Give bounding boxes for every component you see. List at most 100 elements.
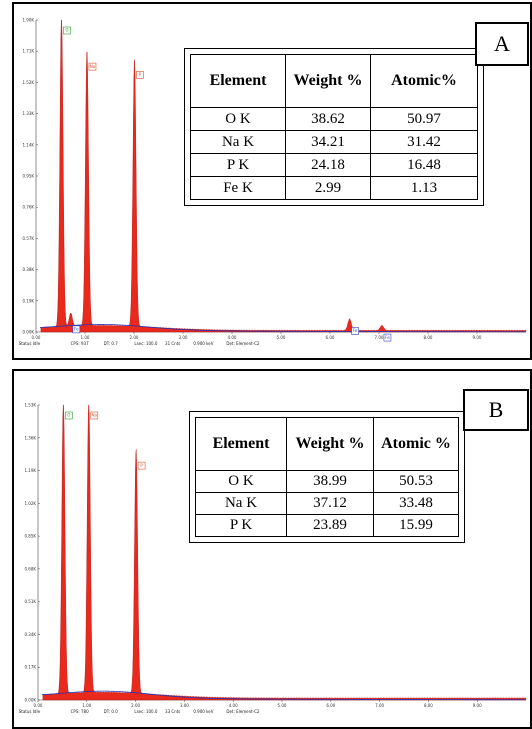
x-tick-label: 9.00 — [473, 703, 482, 708]
y-tick-label: 0.17K — [24, 665, 36, 670]
y-tick-label: 1.14K — [22, 142, 34, 147]
y-tick-label: 0.76K — [22, 205, 34, 210]
plot-area-b: 0.00K 0.17K 0.34K 0.51K 0.68K 0.85K 1.02K 1.19K… — [14, 371, 530, 727]
status-item: Det: Element-C2 — [226, 341, 260, 346]
peak-label: O — [65, 28, 68, 33]
status-item: Lsec: 100.0 — [134, 709, 157, 714]
peak-label: P — [140, 463, 143, 468]
peak-marker — [72, 325, 81, 334]
composition-table-b: Element Weight % Atomic % O K 38.99 50.5… — [189, 411, 465, 543]
x-tick-label: 6.00 — [326, 335, 335, 340]
table-header-element: Element — [195, 417, 287, 471]
table-cell: 33.48 — [373, 492, 459, 515]
status-item: DT: 0.7 — [104, 341, 119, 346]
peak-marker — [137, 461, 146, 470]
y-tick-label: 0.19K — [22, 298, 34, 303]
y-tick-label: 1.33K — [22, 111, 34, 116]
peak-marker — [65, 411, 73, 420]
table-row: Na K 37.12 33.48 — [195, 492, 459, 515]
x-tick-label: 7.00 — [375, 703, 384, 708]
background-fit-line — [39, 324, 526, 333]
plot-area-a: 0.00K 0.19K 0.38K 0.57K 0.76K 0.95K 1.14K 1.33K… — [14, 4, 530, 358]
table-row: Fe K 2.99 1.13 — [190, 176, 478, 200]
table-cell: 16.48 — [370, 153, 478, 177]
peak-marker — [88, 62, 97, 71]
x-tick-label: 4.00 — [229, 703, 238, 708]
table-cell: 34.21 — [285, 130, 371, 154]
table-row: P K 23.89 15.99 — [195, 514, 459, 537]
x-tick-label: 0.00 — [34, 703, 43, 708]
y-tick-label: 0.00K — [22, 330, 34, 335]
y-tick-label: 0.00K — [24, 698, 36, 703]
status-item: CPS: 780 — [71, 709, 89, 714]
table-cell: 23.89 — [286, 514, 374, 537]
composition-table-a: Element Weight % Atomic% O K 38.62 50.97… — [184, 48, 484, 206]
table-cell: 31.42 — [370, 130, 478, 154]
y-tick-label: 1.36K — [24, 435, 36, 440]
status-item: Status Idle — [19, 709, 41, 714]
status-item: Det: Element-C2 — [226, 709, 260, 714]
table-cell: 1.13 — [370, 176, 478, 200]
table-header-weight: Weight % — [285, 54, 371, 108]
status-item: DT: 0.0 — [104, 709, 119, 714]
x-tick-label: 3.00 — [180, 703, 189, 708]
table-cell: 37.12 — [286, 492, 374, 515]
y-tick-label: 0.34K — [24, 632, 36, 637]
table-cell: P K — [195, 514, 287, 537]
table-row: O K 38.62 50.97 — [190, 107, 478, 131]
peak-label: Na — [90, 64, 96, 69]
table-cell: Na K — [195, 492, 287, 515]
table-header-element: Element — [190, 54, 286, 108]
table-cell: Na K — [190, 130, 286, 154]
table-header-weight: Weight % — [286, 417, 374, 471]
y-tick-label: 1.02K — [24, 501, 36, 506]
y-tick-label: 1.71K — [22, 49, 34, 54]
panel-label-b: B — [463, 389, 529, 431]
peak-label: Fe — [353, 328, 358, 333]
status-item: 0.900 keV — [193, 709, 213, 714]
table-header-atomic: Atomic % — [373, 417, 459, 471]
peak-label: P — [139, 72, 142, 77]
peak-label: Fe — [385, 335, 390, 340]
status-item: 31 Cnts — [165, 341, 180, 346]
x-tick-label: 7.00 — [375, 335, 384, 340]
peak-marker — [63, 26, 71, 35]
table-cell: 24.18 — [285, 153, 371, 177]
table-header-atomic: Atomic% — [370, 54, 478, 108]
spectrum-chart-b: 0.00K 0.17K 0.34K 0.51K 0.68K 0.85K 1.02K 1.19K… — [19, 403, 527, 714]
x-tick-label: 8.00 — [424, 335, 433, 340]
y-tick-label: 0.57K — [22, 236, 34, 241]
y-tick-label: 1.90K — [22, 18, 34, 23]
table-cell: Fe K — [190, 176, 286, 200]
table-cell: 38.99 — [286, 470, 374, 493]
x-tick-label: 8.00 — [424, 703, 433, 708]
status-item: CPS: 937 — [71, 341, 89, 346]
peak-marker — [136, 71, 144, 79]
table-cell: 50.97 — [370, 107, 478, 131]
table-row: P K 24.18 16.48 — [190, 153, 478, 177]
table-cell: 38.62 — [285, 107, 371, 131]
status-item: Lsec: 100.0 — [134, 341, 157, 346]
peak-marker — [351, 327, 359, 335]
status-item: 0.900 keV — [193, 341, 213, 346]
table-row: Na K 34.21 31.42 — [190, 130, 478, 154]
table-cell: 15.99 — [373, 514, 459, 537]
table-cell: O K — [195, 470, 287, 493]
y-tick-label: 1.52K — [22, 80, 34, 85]
x-tick-label: 9.00 — [473, 335, 482, 340]
x-tick-label: 5.00 — [278, 703, 287, 708]
y-tick-label: 0.68K — [24, 566, 36, 571]
table-cell: P K — [190, 153, 286, 177]
table-cell: 2.99 — [285, 176, 371, 200]
x-tick-label: 1.00 — [81, 335, 90, 340]
x-tick-label: 1.00 — [82, 703, 91, 708]
x-tick-label: 0.00 — [32, 335, 41, 340]
x-tick-label: 5.00 — [277, 335, 286, 340]
peak-marker — [90, 411, 99, 420]
status-item: 33 Cnts — [165, 709, 180, 714]
y-tick-label: 0.38K — [22, 267, 34, 272]
table-cell: O K — [190, 107, 286, 131]
peak-label: O — [67, 413, 70, 418]
y-tick-label: 0.95K — [22, 174, 34, 179]
table-cell: 50.53 — [373, 470, 459, 493]
